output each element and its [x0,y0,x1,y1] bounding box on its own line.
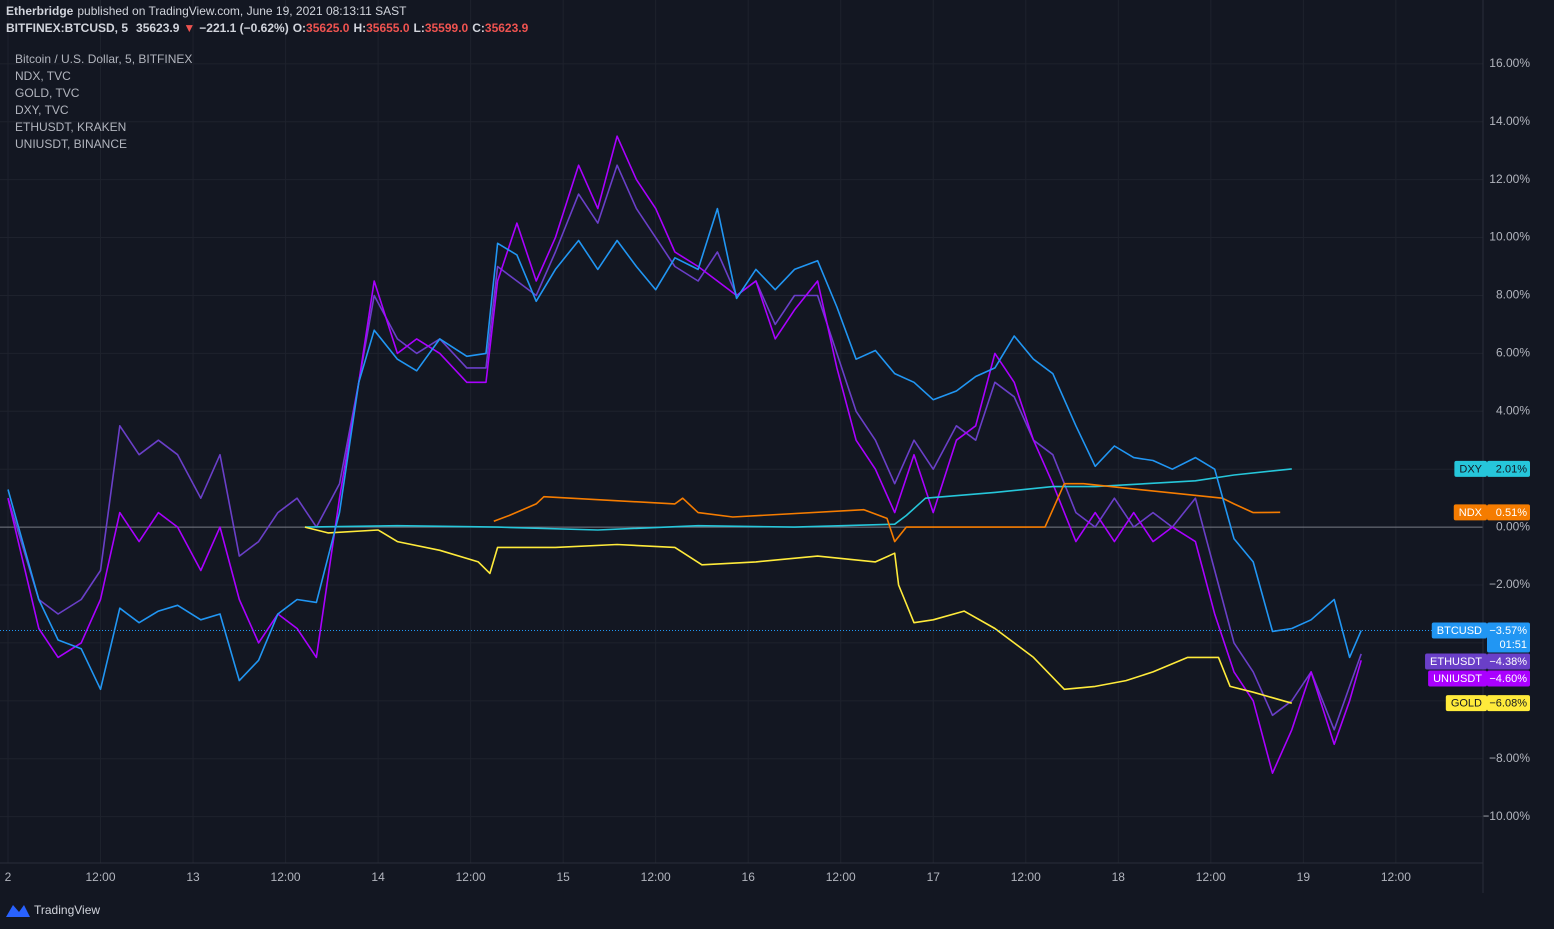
badge: GOLD −6.08% [1445,695,1530,712]
x-tick-label: 18 [1112,870,1126,884]
y-tick-label: 6.00% [1496,346,1530,360]
y-tick-label: 10.00% [1489,230,1530,244]
published: published on TradingView.com, June 19, 2… [77,4,407,18]
x-tick-label: 2 [5,870,12,884]
badge-value: 0.51% [1496,507,1527,519]
y-tick-label: 16.00% [1489,56,1530,70]
price: 35623.9 [136,21,180,35]
x-tick-label: 12:00 [1011,870,1041,884]
x-tick-label: 12:00 [641,870,671,884]
badge-name-bg [1454,460,1487,477]
badge-value-bg [1487,653,1530,670]
axes: 2 12:00 13 12:00 14 12:00 15 12:00 16 12:00 17 12:0… [0,0,1530,893]
y-tick-label: 8.00% [1496,288,1530,302]
badge-value: −6.08% [1489,698,1527,710]
header-line: Etherbridge published on TradingView.com,… [6,4,407,18]
badge-value-bg [1487,460,1530,477]
x-tick-label: 17 [927,870,941,884]
badge-name-bg [1445,695,1487,712]
x-tick-label: 15 [556,870,570,884]
ohlc-key: L: [414,21,425,35]
x-tick-label: 12:00 [456,870,486,884]
plot [0,135,1483,774]
y-tick-label: 12.00% [1489,172,1530,186]
y-tick-label: 14.00% [1489,114,1530,128]
legend-entry: ETHUSDT, KRAKEN [15,120,126,134]
badge: NDX 0.51% [1453,504,1530,521]
ohlc-value: 35655.0 [366,21,410,35]
badge: BTCUSD −3.57% 01:51 [1431,622,1530,653]
logo [6,905,30,917]
badge-name-bg [1428,670,1487,687]
x-tick-label: 14 [371,870,385,884]
badge-name: DXY [1459,463,1482,475]
x-tick-label: 12:00 [826,870,856,884]
badge-name: NDX [1459,507,1483,519]
y-tick-label: −2.00% [1489,577,1530,591]
badge-name-bg [1453,504,1487,521]
x-tick-label: 16 [742,870,756,884]
badge-value: −4.60% [1489,673,1527,685]
badge-name-bg [1425,653,1487,670]
ohlc-key: H: [353,21,366,35]
badge-value: 2.01% [1496,463,1527,475]
badge: UNIUSDT −4.60% [1428,670,1530,687]
series-line [304,526,1293,704]
badge-name: GOLD [1451,698,1482,710]
series-line [7,164,1362,731]
ohlc-value: 35599.0 [425,21,469,35]
change: −221.1 (−0.62%) [199,21,288,35]
badge-name: BTCUSD [1437,625,1482,637]
x-tick-label: 12:00 [1381,870,1411,884]
author: Etherbridge [6,4,74,18]
ohlc-value: 35623.9 [485,21,529,35]
ohlc-value: 35625.0 [306,21,350,35]
series-line [7,207,1362,691]
legend-entry: DXY, TVC [15,103,69,117]
footer-logo [6,905,30,917]
legend-entry: Bitcoin / U.S. Dollar, 5, BITFINEX [15,52,192,66]
x-tick-label: 12:00 [1196,870,1226,884]
legend-entry: NDX, TVC [15,69,71,83]
y-tick-label: 4.00% [1496,403,1530,417]
x-tick-label: 19 [1297,870,1311,884]
x-tick-label: 12:00 [271,870,301,884]
badge-name: ETHUSDT [1430,656,1482,668]
badge-value: −3.57% [1489,625,1527,637]
badge-name: UNIUSDT [1433,673,1482,685]
badge-value-bg [1487,504,1530,521]
badge: DXY 2.01% [1454,460,1530,477]
series-line [304,468,1292,531]
badge: ETHUSDT −4.38% [1425,653,1530,670]
y-tick-label: −10.00% [1482,809,1530,823]
badge-value-bg [1487,695,1530,712]
badge-value-bg [1487,670,1530,687]
series-line [7,135,1362,774]
y-tick-label: 0.00% [1496,519,1530,533]
ohlc-key: C: [472,21,485,35]
legend-entry: UNIUSDT, BINANCE [15,137,127,151]
y-tick-label: −8.00% [1489,751,1530,765]
badge-value: −4.38% [1489,656,1527,668]
x-tick-label: 12:00 [86,870,116,884]
x-tick-label: 13 [186,870,200,884]
footer-brand: TradingView [34,903,100,917]
ohlc-key: O: [293,21,306,35]
symbol-line: BITFINEX:BTCUSD, 5 35623.9 ▼ −221.1 (−0.62%… [6,21,529,35]
countdown: 01:51 [1499,639,1527,651]
symbol: BITFINEX:BTCUSD, 5 [6,21,128,35]
badge-value-bg [1487,622,1530,653]
legend-entry: GOLD, TVC [15,86,80,100]
arrow: ▼ [183,21,195,35]
badge-name-bg [1431,622,1487,639]
